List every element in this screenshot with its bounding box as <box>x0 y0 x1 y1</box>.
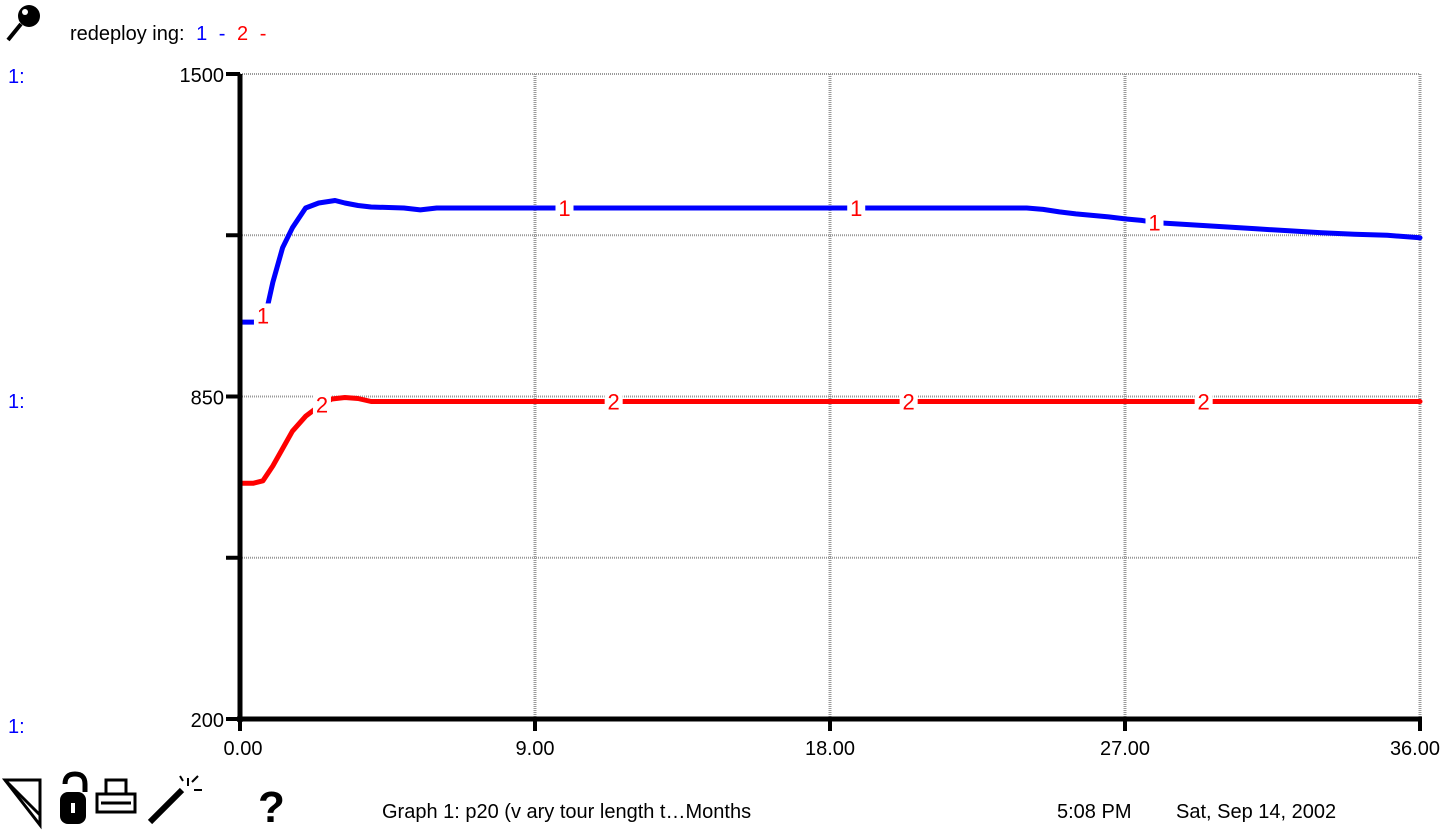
series-2-label-0: 2 <box>316 393 328 418</box>
series-1-label-3: 1 <box>1148 210 1160 235</box>
legend-series-1: 1 <box>196 23 207 45</box>
series-2-label-3: 2 <box>1198 389 1210 414</box>
x-tick-label-2: 18.00 <box>805 738 855 760</box>
help-icon[interactable]: ? <box>258 783 285 830</box>
axis-prefix-mid: 1: <box>8 391 25 413</box>
timestamp-date: Sat, Sep 14, 2002 <box>1176 801 1336 823</box>
series-2-label-bg-3 <box>1194 389 1213 414</box>
legend-separator-2: - <box>260 23 267 45</box>
axes <box>226 72 1422 731</box>
lock-icon[interactable] <box>60 771 88 824</box>
print-icon[interactable] <box>95 778 137 814</box>
grid <box>240 73 1422 719</box>
timestamp-time: 5:08 PM <box>1057 801 1131 823</box>
x-tick-label-1: 9.00 <box>516 738 555 760</box>
legend-separator-1: - <box>219 23 226 45</box>
series-1-label-0: 1 <box>257 303 269 328</box>
y-tick-label-1: 850 <box>191 388 224 410</box>
magic-wand-icon[interactable] <box>147 775 202 825</box>
series-group: 1 1 1 1 2 2 2 2 <box>237 195 1423 486</box>
chart-header: redeploy ing: 1 - 2 - <box>6 5 266 45</box>
series-2-label-2: 2 <box>903 389 915 414</box>
graph-title: Graph 1: p20 (v ary tour length t…Months <box>382 801 751 823</box>
x-tick-label-4: 36.00 <box>1390 738 1440 760</box>
x-tick-label-3: 27.00 <box>1100 738 1150 760</box>
legend-series-2: 2 <box>237 23 248 45</box>
series-1-label-bg-0 <box>253 303 272 328</box>
arrow-icon[interactable] <box>1 778 42 830</box>
series-2-label-bg-2 <box>899 389 918 414</box>
variable-name: redeploy ing: <box>70 23 185 45</box>
series-1-label-bg-2 <box>847 195 866 220</box>
series-1-label-bg-3 <box>1145 210 1164 235</box>
series-1-label-1: 1 <box>558 196 570 221</box>
legend-label-var: redeploy ing: 1 - 2 - <box>70 23 266 45</box>
y-tick-label-2: 200 <box>191 710 224 732</box>
chart-footer: ? Graph 1: p20 (v ary tour length t…Mont… <box>1 771 1336 830</box>
series-1-label-2: 1 <box>850 196 862 221</box>
series-1-label-bg-1 <box>555 195 574 220</box>
series-2-label-1: 2 <box>608 389 620 414</box>
x-tick-label-0: 0.00 <box>224 738 263 760</box>
series-2-label-bg-1 <box>604 389 623 414</box>
series-2-label-bg-0 <box>312 392 331 417</box>
axis-prefix-top: 1: <box>8 66 25 88</box>
axis-prefix-bottom: 1: <box>8 716 25 738</box>
series-1-line <box>237 198 1423 325</box>
y-tick-label-0: 1500 <box>180 65 225 87</box>
pin-icon[interactable] <box>6 5 40 42</box>
